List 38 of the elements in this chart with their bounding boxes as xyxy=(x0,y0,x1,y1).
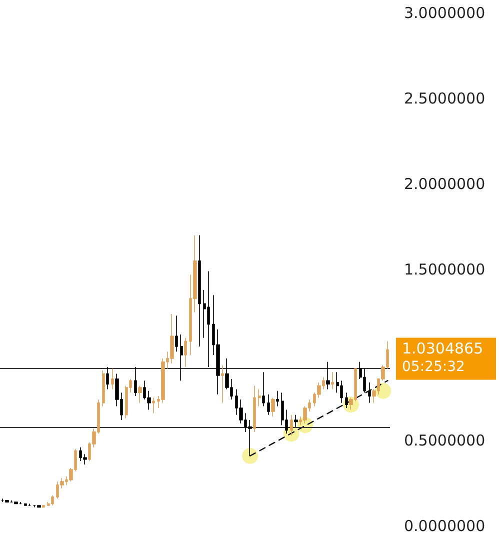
candlestick xyxy=(152,397,155,414)
candlestick xyxy=(102,370,105,407)
y-tick-label: 0.0000000 xyxy=(404,517,486,535)
candlestick xyxy=(345,392,348,408)
candlestick xyxy=(180,334,183,382)
candlestick xyxy=(294,414,298,428)
candlestick xyxy=(51,494,54,506)
candlestick xyxy=(271,397,275,417)
y-tick-label: 2.0000000 xyxy=(404,175,486,193)
candlestick xyxy=(37,505,41,508)
candlestick xyxy=(134,366,137,396)
text: 05:25:32 xyxy=(402,358,465,375)
candlestick xyxy=(276,390,279,407)
candlestick xyxy=(331,372,334,390)
candlestick xyxy=(290,414,293,436)
candlestick xyxy=(5,500,9,502)
candlestick xyxy=(221,364,224,404)
candlestick xyxy=(198,234,201,347)
y-tick-label: 2.5000000 xyxy=(404,90,486,108)
candlestick xyxy=(207,270,210,368)
y-tick-label: 0.5000000 xyxy=(404,432,486,450)
candlestick xyxy=(14,502,18,504)
candlestick xyxy=(326,361,330,390)
candlestick xyxy=(262,372,265,407)
y-tick-label: 3.0000000 xyxy=(404,4,486,22)
candlestick xyxy=(267,394,270,416)
candlestick xyxy=(175,315,178,352)
candlestick xyxy=(24,503,27,506)
point xyxy=(242,448,258,464)
candlestick xyxy=(106,366,109,390)
y-tick-label: 1.5000000 xyxy=(404,260,486,278)
candlestick xyxy=(111,368,114,390)
candlestick xyxy=(184,338,187,368)
text: 1.0304865 xyxy=(402,339,484,358)
candlestick xyxy=(258,388,261,407)
candlestick xyxy=(253,385,256,432)
candlestick xyxy=(42,505,45,508)
candlestick xyxy=(138,385,142,404)
